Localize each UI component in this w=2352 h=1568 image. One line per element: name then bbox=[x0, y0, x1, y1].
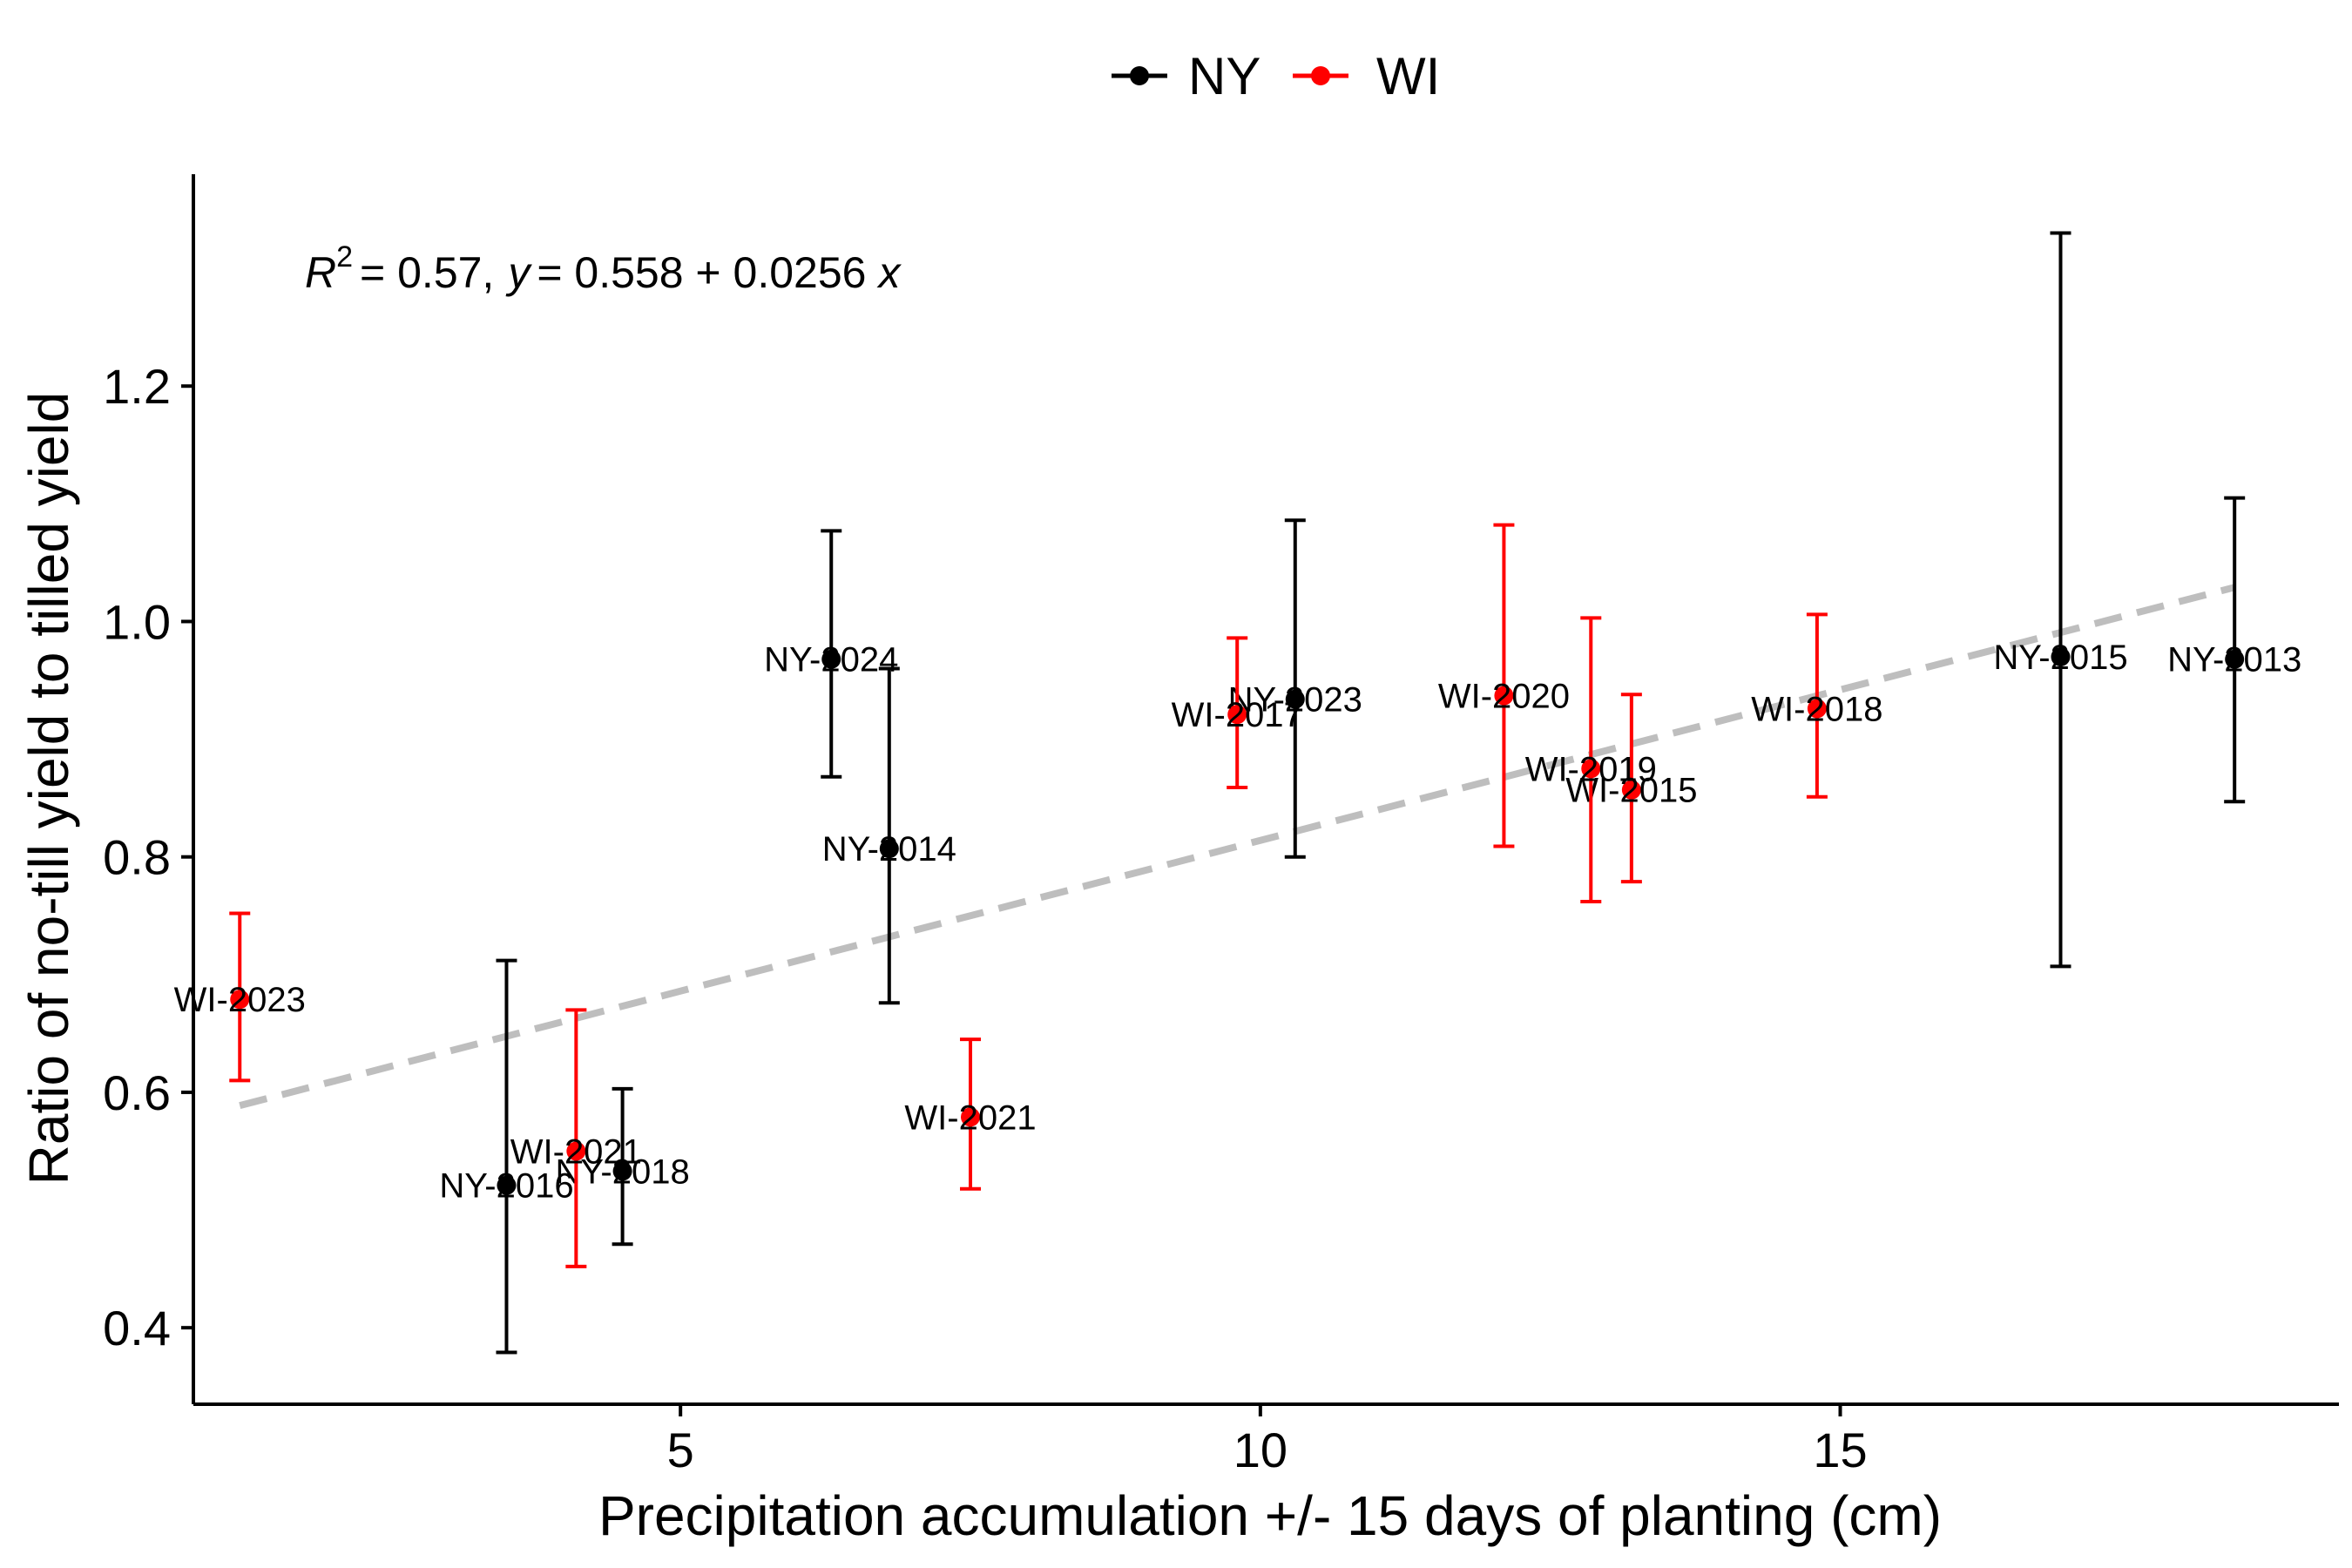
legend-wi-marker bbox=[1311, 66, 1330, 85]
legend-ny-label: NY bbox=[1188, 47, 1260, 105]
point-marker bbox=[1227, 705, 1247, 725]
point-label: NY-2015 bbox=[1993, 639, 2127, 677]
point-label: WI-2015 bbox=[1565, 772, 1697, 810]
legend: NY WI bbox=[1112, 47, 1440, 105]
y-tick-label: 0.8 bbox=[103, 830, 171, 885]
trendline-layer bbox=[239, 584, 2236, 1110]
eq-rhs: = 0.558 + 0.0256 bbox=[537, 248, 866, 297]
eq-y: y bbox=[505, 248, 532, 297]
point-marker bbox=[1285, 689, 1305, 709]
data-point-ny: NY-2023 bbox=[1228, 518, 1362, 859]
data-point-ny: NY-2024 bbox=[764, 529, 898, 779]
x-tick-label: 15 bbox=[1813, 1423, 1867, 1477]
point-marker bbox=[821, 649, 841, 669]
data-layer: NY-2013NY-2014NY-2015NY-2016NY-2018NY-20… bbox=[174, 231, 2301, 1355]
data-point-wi: WI-2020 bbox=[1438, 523, 1570, 848]
y-tick-label: 1.2 bbox=[103, 359, 171, 414]
x-tick-label: 10 bbox=[1233, 1423, 1288, 1477]
point-label: NY-2024 bbox=[764, 641, 898, 679]
data-point-ny: NY-2016 bbox=[439, 958, 574, 1355]
point-label: WI-2021 bbox=[904, 1098, 1036, 1137]
data-point-wi: WI-2021 bbox=[510, 1008, 642, 1268]
point-marker bbox=[879, 839, 899, 859]
point-marker bbox=[230, 990, 250, 1010]
y-tick-label: 0.6 bbox=[103, 1065, 171, 1120]
legend-wi-label: WI bbox=[1376, 47, 1440, 105]
point-label: WI-2018 bbox=[1751, 690, 1882, 728]
point-marker bbox=[2051, 646, 2071, 666]
point-marker bbox=[1621, 780, 1641, 800]
point-label: WI-2023 bbox=[174, 981, 306, 1019]
axes: 5 10 15 0.4 0.6 0.8 1.0 1.2 bbox=[103, 174, 2339, 1477]
regression-annotation: R2 = 0.57, y = 0.558 + 0.0256 x bbox=[305, 240, 902, 297]
point-marker bbox=[497, 1175, 517, 1195]
y-tick-label: 1.0 bbox=[103, 594, 171, 649]
eq-x: x bbox=[876, 248, 902, 297]
data-point-wi: WI-2023 bbox=[174, 911, 306, 1083]
y-axis-title: Ratio of no-till yield to tilled yield bbox=[17, 392, 80, 1186]
x-axis-title: Precipitation accumulation +/- 15 days o… bbox=[598, 1484, 1942, 1547]
r2-symbol: R bbox=[305, 248, 336, 297]
point-label: NY-2013 bbox=[2167, 641, 2301, 679]
point-label: NY-2023 bbox=[1228, 681, 1362, 720]
point-marker bbox=[1581, 759, 1601, 779]
y-tick-label: 0.4 bbox=[103, 1301, 171, 1355]
point-label: WI-2020 bbox=[1438, 678, 1570, 716]
point-label: NY-2014 bbox=[822, 830, 956, 868]
data-point-wi: WI-2021 bbox=[904, 1037, 1037, 1191]
trendline bbox=[239, 584, 2236, 1110]
data-point-wi: WI-2018 bbox=[1751, 612, 1882, 799]
r2-value: = 0.57, bbox=[360, 248, 494, 297]
point-label: NY-2016 bbox=[439, 1167, 573, 1206]
point-label: WI-2021 bbox=[510, 1132, 642, 1171]
point-marker bbox=[2225, 649, 2245, 669]
data-point-wi: WI-2019 bbox=[1525, 616, 1657, 904]
point-label: WI-2019 bbox=[1525, 750, 1657, 788]
point-marker bbox=[961, 1107, 981, 1127]
data-point-ny: NY-2014 bbox=[822, 666, 956, 1005]
data-point-wi: WI-2017 bbox=[1172, 636, 1303, 789]
point-marker bbox=[612, 1161, 632, 1181]
data-point-ny: NY-2013 bbox=[2167, 496, 2301, 804]
data-point-ny: NY-2015 bbox=[1993, 231, 2128, 969]
r2-superscript: 2 bbox=[336, 240, 353, 274]
legend-ny-marker bbox=[1130, 66, 1149, 85]
x-tick-label: 5 bbox=[667, 1423, 694, 1477]
point-label: WI-2017 bbox=[1172, 696, 1303, 734]
point-marker bbox=[566, 1141, 586, 1161]
point-marker bbox=[1494, 686, 1514, 706]
data-point-wi: WI-2015 bbox=[1565, 693, 1697, 884]
point-marker bbox=[1807, 699, 1827, 719]
